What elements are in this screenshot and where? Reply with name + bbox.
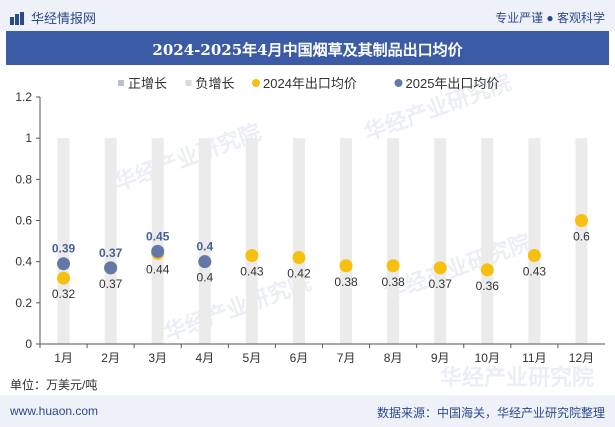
column-bar xyxy=(198,138,211,344)
column-bar xyxy=(575,138,588,344)
y-tick-label: 0.6 xyxy=(15,214,32,228)
legend-marker xyxy=(394,79,403,87)
point-2024 xyxy=(57,271,71,285)
data-label-2024: 0.6 xyxy=(573,230,590,244)
data-label-2025: 0.37 xyxy=(99,246,123,260)
chart-area: 正增长 负增长 2024年出口均价 2025年出口均价 00.20.40.60.811… xyxy=(15,76,605,365)
legend-marker xyxy=(118,80,124,86)
point-2024 xyxy=(386,259,400,273)
y-tick-label: 0.4 xyxy=(15,255,32,269)
data-label-2024: 0.37 xyxy=(99,277,123,291)
brand[interactable]: 华经情报网 xyxy=(10,8,96,27)
point-2025 xyxy=(57,257,71,271)
y-tick-label: 0 xyxy=(25,337,32,351)
x-tick-label: 2月 xyxy=(101,351,120,365)
x-tick-label: 3月 xyxy=(148,351,167,365)
point-2024 xyxy=(433,261,447,275)
data-label-2024: 0.37 xyxy=(429,277,453,291)
column-bar xyxy=(528,138,541,344)
title-bar: 2024-2025年4月中国烟草及其制品出口均价 xyxy=(6,31,609,65)
column-bar xyxy=(434,138,447,344)
data-label-2024: 0.38 xyxy=(381,275,405,289)
point-2025 xyxy=(198,255,212,269)
column-bar xyxy=(245,138,258,344)
x-tick-label: 10月 xyxy=(475,351,500,365)
point-2025 xyxy=(151,244,165,258)
brand-logo-icon xyxy=(10,12,24,25)
column-bar xyxy=(292,138,305,344)
unit-label: 单位：万美元/吨 xyxy=(10,378,98,392)
x-tick-label: 4月 xyxy=(195,351,214,365)
legend: 正增长 负增长 2024年出口均价 2025年出口均价 xyxy=(118,76,499,91)
data-label-2025: 0.4 xyxy=(196,240,213,254)
site-link[interactable]: www.huaon.com xyxy=(10,404,99,418)
data-label-2025: 0.45 xyxy=(146,229,170,243)
x-tick-label: 11月 xyxy=(522,351,546,365)
point-layer: 0.32 0.37 0.44 0.4 0.43 0.42 0.38 0.38 0.37 0.36 0… xyxy=(52,214,590,301)
data-label-2024: 0.36 xyxy=(476,279,500,293)
x-tick-label: 9月 xyxy=(431,351,450,365)
x-tick-label: 1月 xyxy=(54,351,73,365)
point-2024 xyxy=(480,263,494,277)
x-tick-label: 5月 xyxy=(243,351,262,365)
column-bar xyxy=(340,138,353,344)
column-bar xyxy=(481,138,494,344)
legend-label: 负增长 xyxy=(196,76,235,91)
top-bar: 华经情报网 专业严谨 ● 客观科学 xyxy=(0,0,615,31)
axes: 0 0.2 0.4 0.6 0.8 1 1.2 1月 2月 3月 4月 5月 6月 7月 8月 9月 10月 11… xyxy=(15,90,605,365)
bar-layer xyxy=(57,138,588,344)
data-label-2024: 0.32 xyxy=(52,287,76,301)
y-tick-label: 1.2 xyxy=(15,90,32,104)
data-label-2024: 0.44 xyxy=(146,262,170,276)
legend-label: 2025年出口均价 xyxy=(406,76,500,91)
column-bar xyxy=(104,138,117,344)
y-tick-label: 0.8 xyxy=(15,172,32,186)
x-tick-label: 8月 xyxy=(384,351,403,365)
y-tick-label: 0.2 xyxy=(15,296,32,310)
data-label-2024: 0.38 xyxy=(334,275,358,289)
data-label-2024: 0.43 xyxy=(523,264,547,278)
point-2024 xyxy=(527,248,541,262)
column-bar xyxy=(387,138,400,344)
point-2025 xyxy=(104,261,118,275)
data-label-2024: 0.42 xyxy=(287,267,311,281)
x-tick-label: 6月 xyxy=(290,351,309,365)
data-source: 数据来源：中国海关，华经产业研究院整理 xyxy=(376,406,605,420)
chart-title: 2024-2025年4月中国烟草及其制品出口均价 xyxy=(152,41,463,59)
y-tick-label: 1 xyxy=(25,131,32,145)
data-label-2024: 0.43 xyxy=(240,264,264,278)
point-2024 xyxy=(574,214,588,227)
x-tick-label: 12月 xyxy=(569,351,594,365)
point-2024 xyxy=(292,251,306,265)
footer-bar: www.huaon.com 数据来源：中国海关，华经产业研究院整理 xyxy=(0,395,615,427)
data-label-2024: 0.4 xyxy=(196,271,213,285)
column-bar xyxy=(57,138,70,344)
tagline: 专业严谨 ● 客观科学 xyxy=(495,11,605,25)
point-2024 xyxy=(245,248,259,262)
legend-label: 2024年出口均价 xyxy=(263,76,357,91)
column-bar xyxy=(151,138,164,344)
legend-marker xyxy=(252,79,260,87)
legend-label: 正增长 xyxy=(128,76,167,91)
data-label-2025: 0.39 xyxy=(52,242,76,256)
x-tick-label: 7月 xyxy=(337,351,356,365)
legend-marker xyxy=(185,80,192,86)
brand-name: 华经情报网 xyxy=(31,11,97,26)
point-2024 xyxy=(339,259,353,273)
